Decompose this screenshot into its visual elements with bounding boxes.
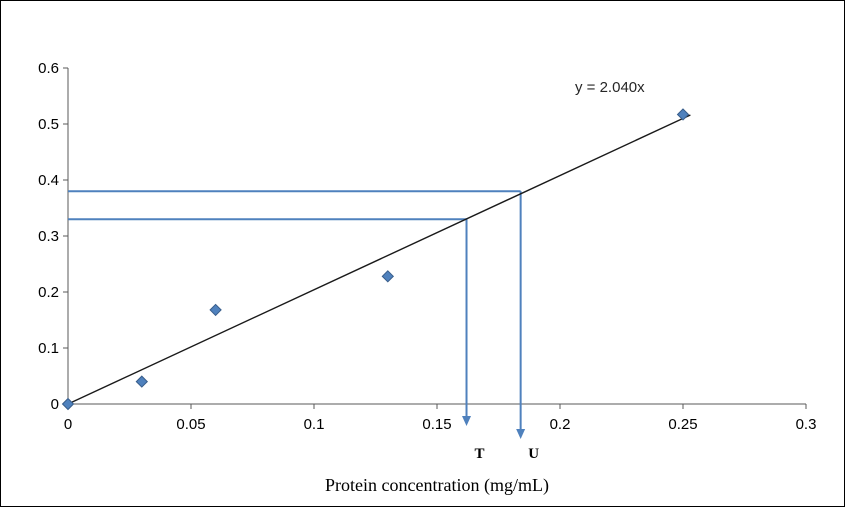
x-tick-label: 0.05 (176, 416, 205, 433)
y-tick-label: 0.4 (38, 172, 59, 189)
annotation-label-U: U (528, 446, 539, 462)
annotation-arrowhead-U (516, 429, 526, 439)
y-tick-label: 0.1 (38, 340, 59, 357)
trendline-equation-label: y = 2.040x (575, 79, 645, 96)
trendline (67, 114, 691, 405)
y-tick-label: 0 (51, 396, 59, 413)
data-point-marker (209, 303, 222, 317)
y-tick-label: 0.2 (38, 284, 59, 301)
y-tick-label: 0.3 (38, 228, 59, 245)
data-point-marker (676, 108, 690, 121)
x-tick-label: 0.15 (422, 416, 451, 433)
data-point-marker (61, 397, 75, 411)
y-tick-label: 0.5 (38, 116, 59, 133)
x-tick-label: 0.3 (796, 416, 817, 433)
x-tick-label: 0 (64, 416, 72, 433)
annotation-arrowhead-T (462, 416, 472, 426)
x-axis-title: Protein concentration (mg/mL) (325, 475, 549, 496)
data-point-marker (135, 375, 149, 388)
y-tick-label: 0.6 (38, 60, 59, 77)
data-point-marker (381, 270, 395, 283)
x-tick-label: 0.2 (550, 416, 571, 433)
x-tick-label: 0.1 (304, 416, 325, 433)
annotation-label-T: T (475, 446, 485, 462)
x-tick-label: 0.25 (668, 416, 697, 433)
